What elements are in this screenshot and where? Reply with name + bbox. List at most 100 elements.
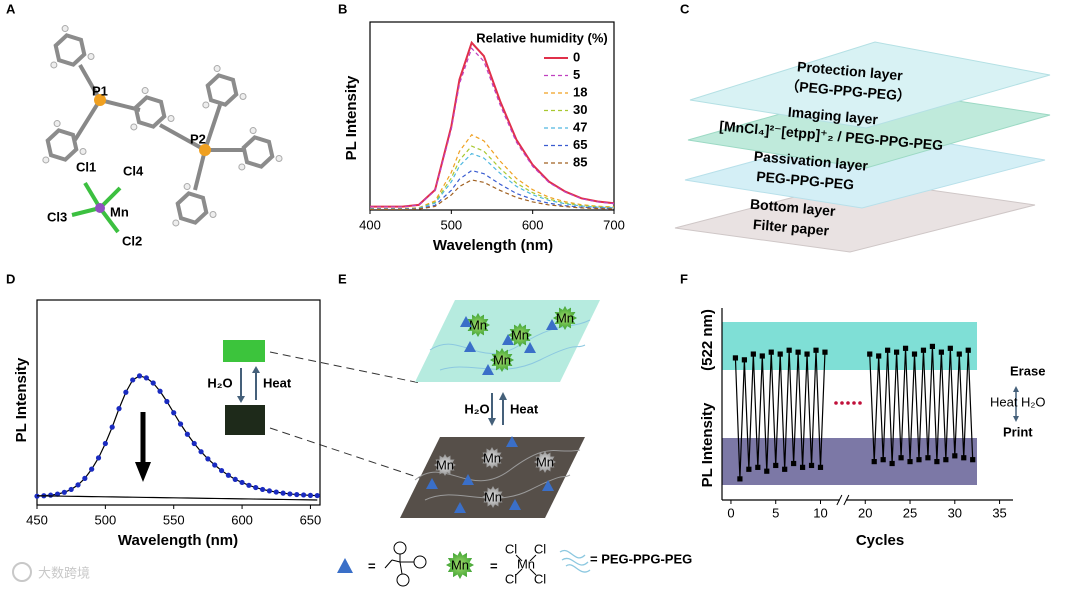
hydrogen — [172, 219, 180, 227]
hydrogen — [130, 123, 138, 131]
data-point — [737, 476, 743, 482]
x-tick-label: 5 — [772, 505, 779, 520]
data-point — [150, 380, 156, 386]
x-tick-label: 10 — [813, 505, 827, 520]
data-point — [75, 482, 81, 488]
mn-label: Mn — [493, 352, 511, 367]
data-point — [777, 351, 783, 357]
data-point — [795, 349, 801, 355]
axis-break — [843, 494, 850, 506]
mn-star — [508, 323, 532, 347]
data-point — [925, 455, 931, 461]
data-point — [266, 488, 273, 494]
data-point — [907, 459, 913, 465]
mn-label: Mn — [436, 457, 454, 472]
band-high — [722, 322, 977, 370]
legend-label: 65 — [573, 137, 587, 152]
panel-label: F — [680, 271, 688, 286]
data-point — [191, 440, 197, 447]
data-point — [171, 410, 177, 416]
series-line — [370, 179, 615, 211]
axis-break — [836, 494, 843, 506]
data-point — [280, 490, 286, 496]
axis-break-gap — [839, 497, 846, 503]
mn-label: Mn — [536, 454, 554, 469]
data-point — [314, 492, 320, 499]
mn-star — [482, 486, 504, 508]
data-point — [307, 492, 314, 498]
equals: = — [368, 558, 376, 573]
mn-star — [466, 313, 490, 337]
hydrogen — [167, 115, 175, 123]
data-point — [164, 398, 170, 405]
x-axis-label: Wavelength (nm) — [433, 237, 553, 254]
data-point — [294, 491, 300, 498]
data-point — [130, 377, 136, 383]
data-point — [929, 343, 936, 349]
data-point — [804, 351, 810, 357]
bond — [99, 98, 141, 112]
atom-label: Cl4 — [123, 163, 144, 178]
x-tick-label: 0 — [727, 505, 734, 520]
legend-label: 85 — [573, 154, 587, 169]
annotation: Erase — [1010, 363, 1045, 378]
arrow-head — [252, 366, 260, 373]
data-point — [956, 351, 962, 357]
x-tick-label: 600 — [231, 512, 253, 527]
data-point — [143, 375, 149, 381]
atom-label: Cl — [534, 541, 546, 556]
data-point — [61, 489, 67, 495]
series-line — [370, 169, 615, 210]
arrow-head — [1013, 416, 1019, 422]
inset-photo — [225, 405, 265, 435]
triangle-icon — [460, 316, 472, 327]
data-point — [48, 492, 54, 498]
data-point — [273, 489, 279, 495]
data-point — [902, 345, 909, 351]
data-point — [109, 424, 115, 430]
legend-label: 30 — [573, 102, 587, 117]
data-point — [965, 347, 971, 353]
bond — [193, 149, 207, 191]
data-point — [205, 456, 211, 462]
x-tick-label: 450 — [26, 512, 48, 527]
data-point — [82, 475, 88, 481]
layer-material: Filter paper — [752, 216, 830, 239]
watermark: 大数跨境 — [38, 565, 90, 580]
legend-text: = PEG-PPG-PEG — [590, 551, 692, 566]
atom-label: Cl3 — [47, 209, 67, 224]
data-point — [212, 462, 218, 468]
series-line — [370, 47, 615, 208]
mn-star — [481, 447, 503, 469]
panel-label: C — [680, 1, 690, 16]
data-point — [741, 357, 747, 363]
data-point — [791, 460, 797, 467]
hydrogen — [141, 87, 149, 95]
hydrogen — [87, 53, 95, 61]
data-point — [89, 466, 95, 472]
x-axis-label: Wavelength (nm) — [118, 532, 238, 549]
phenyl-ring — [175, 191, 209, 225]
data-point — [920, 347, 927, 353]
chart: 400 500 600 700 Wavelength (nm) PL Intensity R… — [343, 21, 625, 254]
data-point — [253, 484, 259, 491]
connector — [269, 351, 421, 384]
data-point — [232, 476, 238, 482]
triangle-icon — [524, 342, 536, 353]
phenyl-ring — [45, 128, 79, 162]
watermark-logo — [12, 562, 32, 582]
data-point — [287, 491, 293, 497]
x-tick-label: 35 — [992, 505, 1006, 520]
data-point — [894, 349, 900, 355]
hydrogen — [61, 25, 69, 33]
mn-label: Mn — [483, 450, 501, 465]
data-point — [970, 457, 976, 463]
layer — [689, 41, 1051, 129]
bond — [73, 98, 102, 142]
x-tick-label: 550 — [163, 512, 185, 527]
mn-label: Mn — [484, 489, 502, 504]
data-point — [157, 388, 163, 394]
x-tick-label: 400 — [359, 217, 381, 232]
data-point — [808, 462, 815, 469]
